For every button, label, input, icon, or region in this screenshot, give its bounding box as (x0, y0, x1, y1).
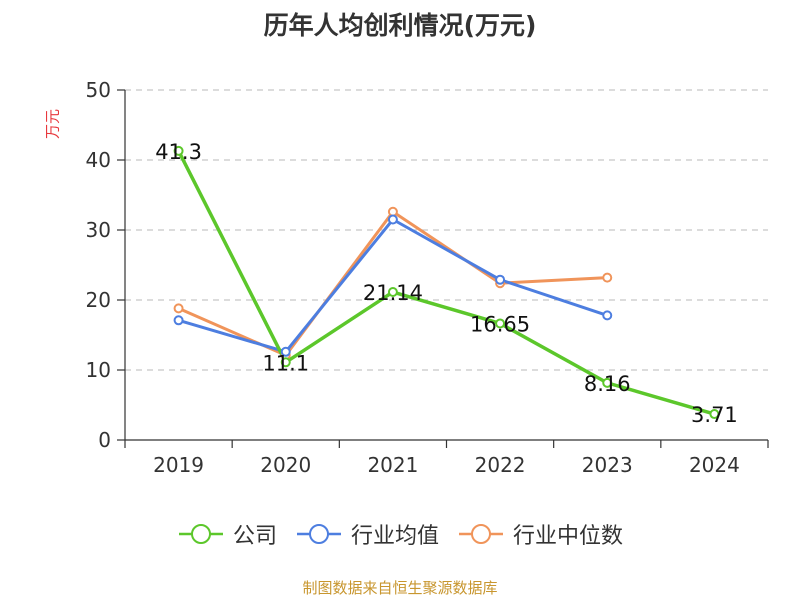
data-label: 16.65 (470, 312, 530, 336)
y-tick-label: 0 (98, 428, 111, 452)
data-source-note: 制图数据来自恒生聚源数据库 (302, 579, 498, 597)
y-tick-label: 20 (86, 288, 111, 312)
legend-item-industry-median[interactable]: 行业中位数 (457, 518, 623, 550)
legend-label-industry-median: 行业中位数 (513, 524, 624, 549)
data-point-2 (173, 303, 184, 314)
data-point-2 (602, 272, 613, 283)
data-point-0 (602, 377, 613, 388)
data-label: 11.1 (262, 351, 309, 375)
x-tick-label: 2022 (475, 453, 526, 477)
data-point-0 (495, 318, 506, 329)
x-tick-label: 2020 (260, 453, 311, 477)
y-tick-label: 50 (86, 78, 111, 102)
y-tick-label: 30 (86, 218, 111, 242)
data-label: 3.71 (691, 403, 738, 427)
legend-marker-industry-average (296, 524, 341, 544)
data-label: 41.3 (155, 140, 202, 164)
data-point-1 (173, 315, 184, 326)
legend-marker-company (178, 524, 223, 544)
legend-label-industry-average: 行业均值 (350, 524, 439, 549)
data-point-0 (173, 145, 184, 156)
data-point-1 (602, 310, 613, 321)
data-point-0 (709, 409, 720, 420)
data-point-0 (280, 357, 291, 368)
series-line-0 (177, 150, 715, 416)
legend-label-company: 公司 (232, 524, 277, 549)
data-label: 8.16 (584, 372, 631, 396)
x-tick-label: 2023 (582, 453, 633, 477)
y-tick-label: 10 (86, 358, 111, 382)
y-tick-label: 40 (86, 148, 111, 172)
x-tick-label: 2019 (153, 453, 204, 477)
legend-item-industry-average[interactable]: 行业均值 (295, 518, 439, 550)
data-point-1 (387, 214, 398, 225)
data-point-1 (495, 274, 506, 285)
legend-item-company[interactable]: 公司 (177, 518, 277, 550)
data-label: 21.14 (363, 281, 423, 305)
legend: 公司 行业均值 行业中位数 (0, 518, 800, 550)
legend-marker-industry-median (459, 524, 503, 544)
x-tick-label: 2021 (367, 453, 418, 477)
chart-title: 历年人均创利情况(万元) (263, 11, 537, 40)
x-tick-label: 2024 (689, 453, 740, 477)
data-point-1 (280, 346, 291, 357)
data-point-0 (387, 287, 398, 298)
